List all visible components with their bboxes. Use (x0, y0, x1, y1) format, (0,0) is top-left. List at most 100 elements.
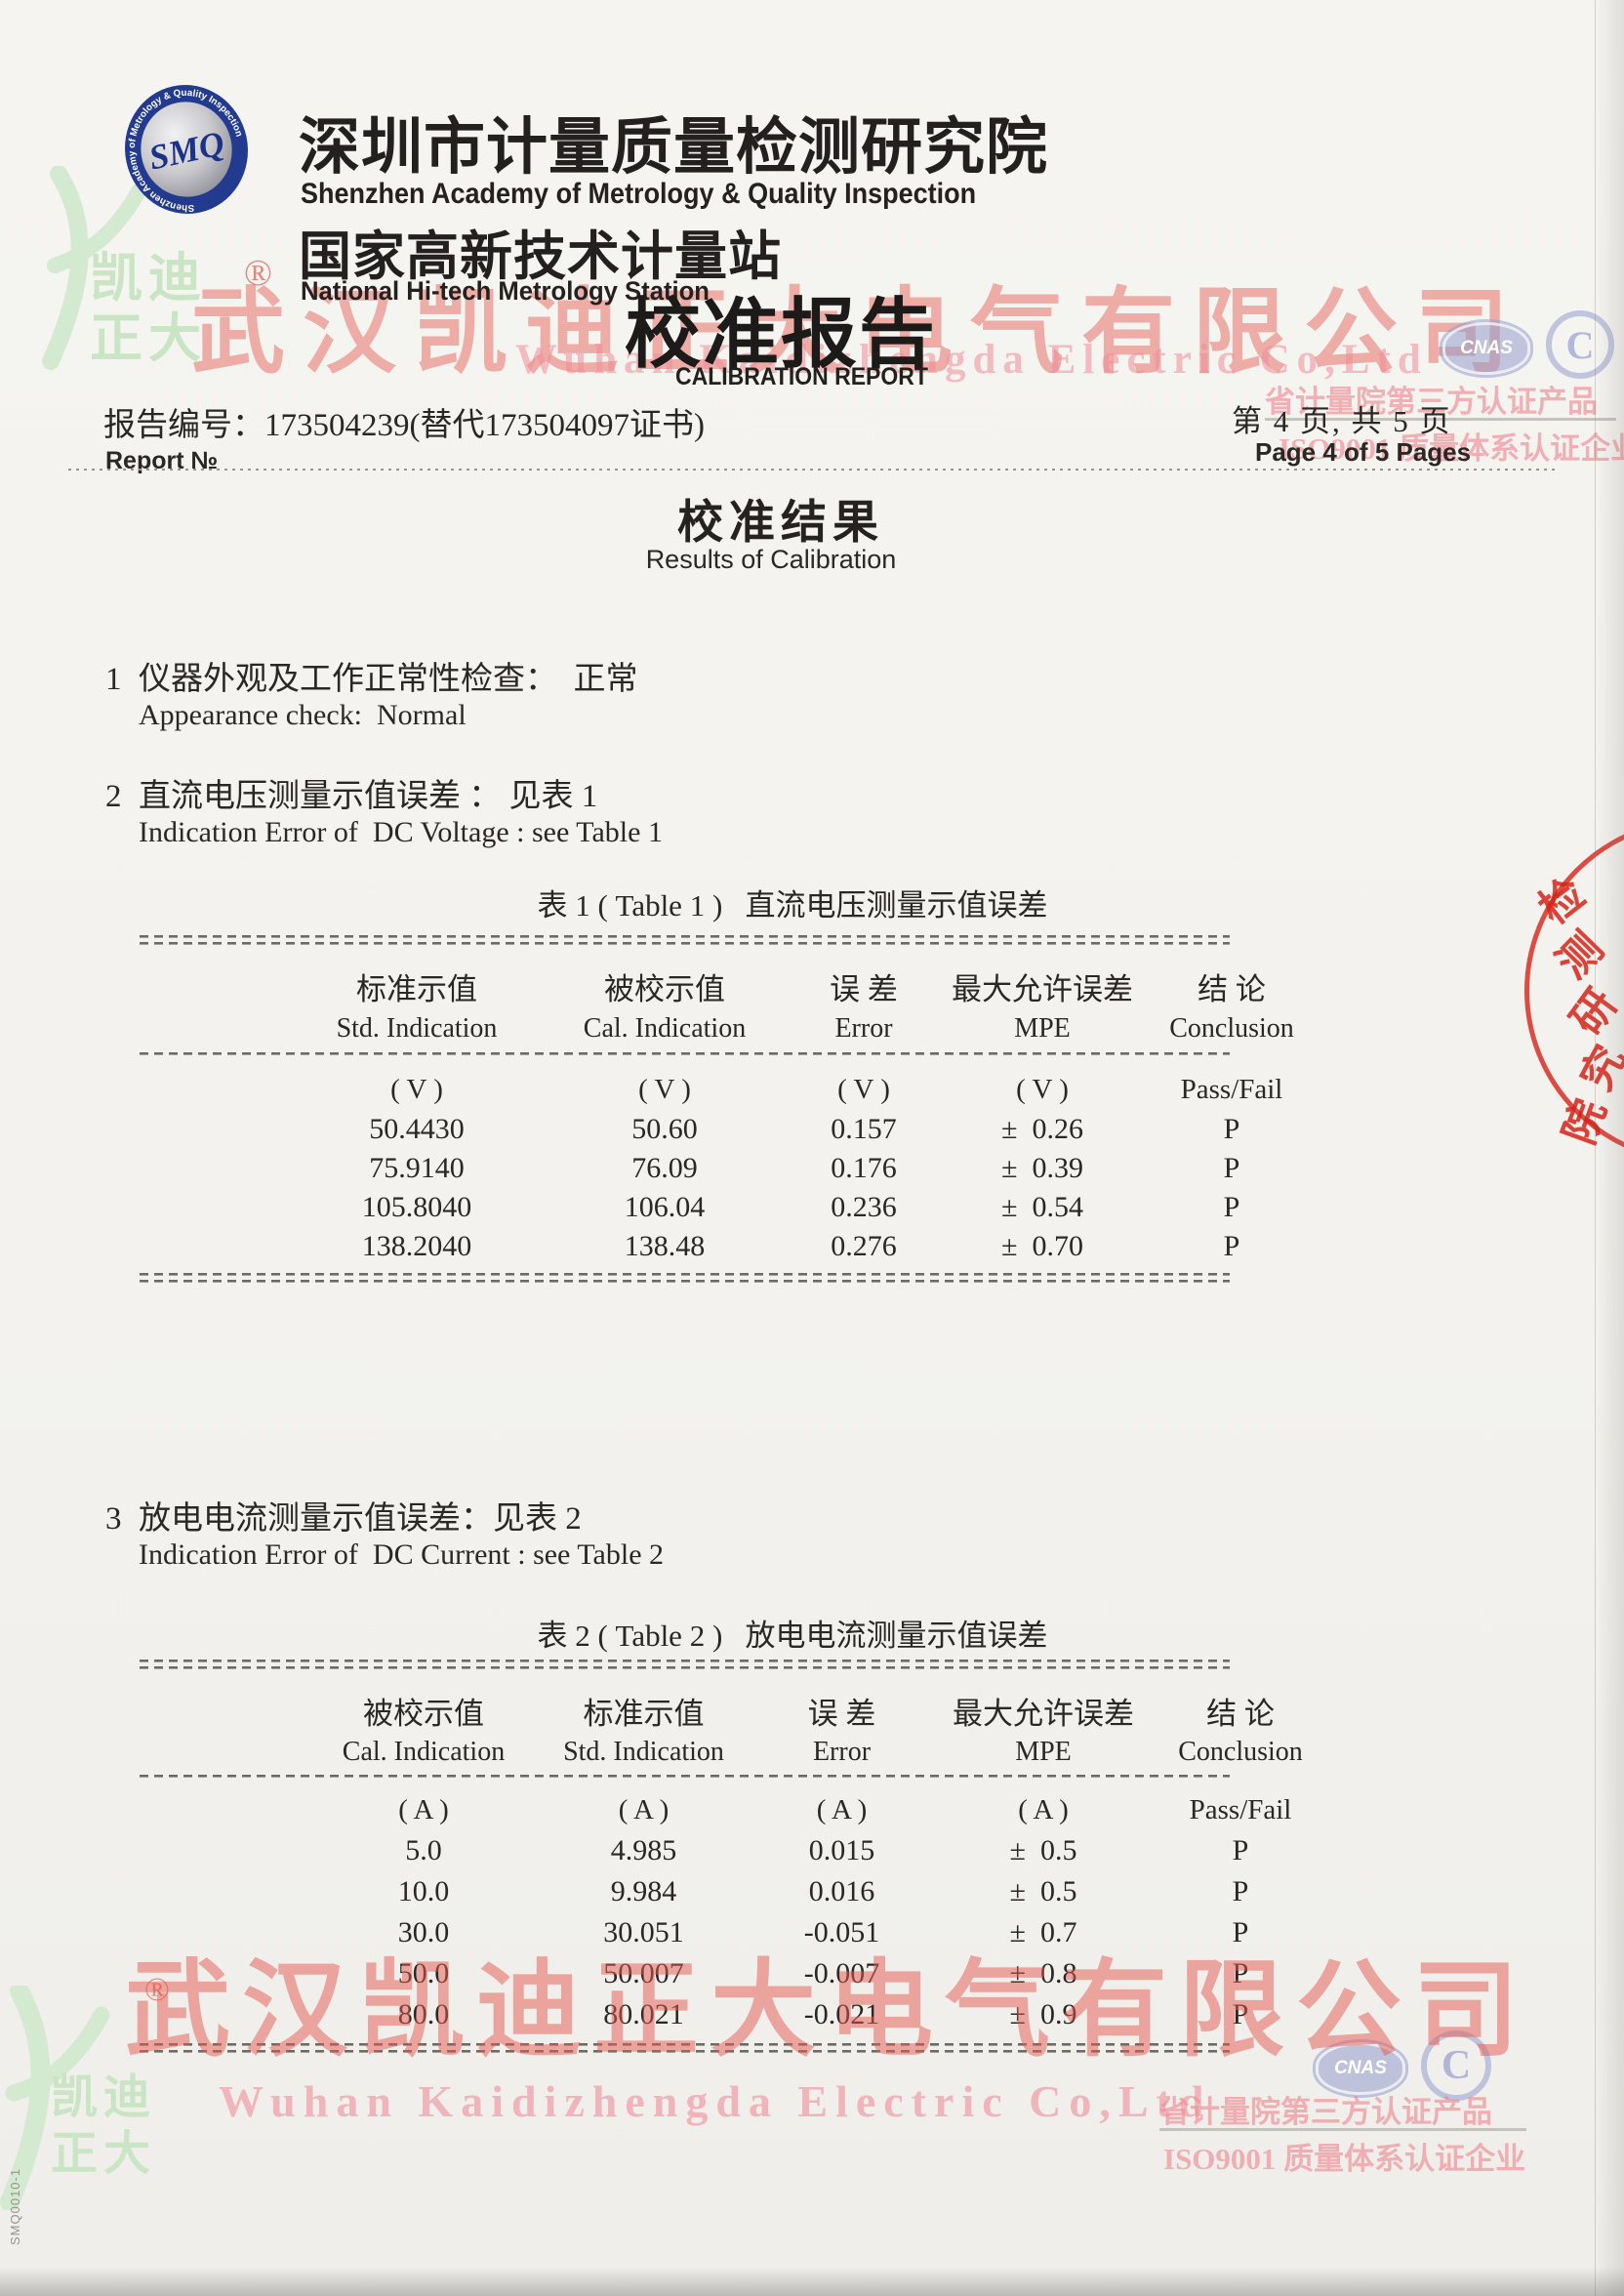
table1-header-rule (140, 1052, 1230, 1055)
column-header-cn: 最大允许误差 (953, 1697, 1134, 1731)
cnas-logo-icon: CNAS (1442, 322, 1530, 375)
column-header-en: MPE (1014, 1013, 1071, 1044)
conclusion-cell: P (1232, 1957, 1249, 1989)
column-header-en: Error (812, 1737, 872, 1767)
form-code: SMQ0010-1 (8, 2167, 22, 2245)
unit-cell: ( A ) (398, 1793, 449, 1825)
std-indication-cell: 50.4430 (369, 1113, 465, 1145)
error-cell: -0.007 (803, 1957, 880, 1989)
item-3-text-cn: 放电电流测量示值误差：见表 2 (139, 1501, 582, 1537)
error-cell: -0.051 (803, 1916, 880, 1948)
cert-text-line2-top: ISO9001 质量体系认证企业 (1279, 431, 1624, 466)
std-indication-cell: 50.007 (603, 1957, 684, 1989)
error-cell: -0.021 (803, 1998, 880, 2030)
section-title-cn: 校准结果 (677, 498, 884, 549)
brand-text-line2: 正大 (51, 2128, 157, 2180)
conclusion-cell: P (1223, 1113, 1240, 1145)
table-row: 5.0 4.985 0.015 ± 0.5 P (140, 1830, 1320, 1871)
std-indication-cell: 80.021 (603, 1998, 684, 2030)
column-header-cn: 结 论 (1198, 972, 1266, 1006)
error-cell: 0.157 (831, 1113, 897, 1145)
column-header-en: Cal. Indication (583, 1013, 747, 1044)
conclusion-cell: P (1232, 1875, 1249, 1907)
std-indication-cell: 30.051 (603, 1916, 684, 1948)
table2-title: 表 2 ( Table 2 ) 放电电流测量示值误差 (537, 1619, 1048, 1653)
column-header-en: Error (834, 1013, 893, 1044)
std-indication-cell: 9.984 (610, 1875, 677, 1907)
unit-cell: ( V ) (837, 1073, 890, 1105)
cal-indication-cell: 10.0 (397, 1875, 450, 1907)
unit-cell: ( A ) (618, 1793, 670, 1825)
column-header-en: Cal. Indication (342, 1737, 506, 1767)
column-header-cn: 最大允许误差 (952, 972, 1133, 1006)
watermark-company-cn-top: 武汉凯迪正大电气有限公司 (191, 280, 1526, 385)
column-header-cn: 被校示值 (604, 972, 725, 1006)
column-header-cn: 误 差 (807, 1697, 876, 1731)
pagination-cn: 第 4 页, 共 5 页 (1232, 404, 1452, 438)
table1: 标准示值 被校示值 误 差 最大允许误差 结 论 Std. Indication Cal.… (140, 935, 1320, 1283)
cal-indication-cell: 76.09 (631, 1152, 698, 1184)
column-header-cn: 被校示值 (363, 1697, 484, 1731)
table-row: 10.0 9.984 0.016 ± 0.5 P (140, 1871, 1320, 1912)
mpe-cell: ± 0.9 (1009, 1998, 1077, 2030)
table1-header-row-cn: 标准示值 被校示值 误 差 最大允许误差 结 论 (140, 964, 1320, 1006)
cert-divider-bottom (1159, 2128, 1526, 2131)
mpe-cell: ± 0.54 (1001, 1191, 1083, 1223)
mpe-cell: ± 0.7 (1009, 1916, 1077, 1948)
conclusion-cell: P (1232, 1834, 1249, 1866)
section-title-en: Results of Calibration (645, 545, 897, 574)
item-1-en: Appearance check: Normal (139, 699, 467, 731)
cal-indication-cell: 30.0 (397, 1916, 450, 1948)
table-row: 30.0 30.051 -0.051 ± 0.7 P (140, 1912, 1320, 1953)
unit-cell: ( A ) (1018, 1793, 1069, 1825)
cert-text-line1-bottom: 省计量院第三方认证产品 (1159, 2095, 1492, 2129)
item-1-cn: 1 仪器外观及工作正常性检查： 正常 (105, 652, 638, 699)
org-name-en: Shenzhen Academy of Metrology & Quality … (301, 178, 977, 210)
item-2-number: 2 (105, 779, 122, 814)
error-cell: 0.236 (831, 1191, 897, 1223)
smq-seal-icon: Shenzhen Academy of Metrology & Quality … (115, 76, 258, 224)
table1-top-rule (140, 935, 1230, 945)
column-header-cn: 误 差 (830, 972, 898, 1006)
conclusion-cell: P (1232, 1916, 1249, 1948)
unit-cell: ( V ) (390, 1073, 443, 1105)
table2-header-row-cn: 被校示值 标准示值 误 差 最大允许误差 结 论 (140, 1689, 1320, 1731)
std-indication-cell: 75.9140 (369, 1152, 465, 1184)
error-cell: 0.015 (808, 1834, 875, 1866)
column-header-cn: 标准示值 (356, 972, 477, 1006)
item-3-en: Indication Error of DC Current : see Tab… (139, 1538, 665, 1571)
cal-indication-cell: 138.48 (624, 1230, 706, 1262)
station-name-en: National Hi-tech Metrology Station (301, 276, 710, 306)
mpe-cell: ± 0.5 (1009, 1875, 1077, 1907)
table1-bottom-rule (140, 1273, 1230, 1283)
report-number-line: 报告编号：173504239(替代173504097证书) (103, 398, 705, 445)
std-indication-cell: 138.2040 (361, 1230, 472, 1262)
table1-title: 表 1 ( Table 1 ) 直流电压测量示值误差 (537, 888, 1048, 922)
table-row: 50.0 50.007 -0.007 ± 0.8 P (140, 1953, 1320, 1994)
conclusion-cell: P (1223, 1230, 1240, 1262)
error-cell: 0.016 (808, 1875, 875, 1907)
mpe-cell: ± 0.26 (1001, 1113, 1083, 1145)
watermark-company-en-top: Wuhan Kaidizhengda Electric Co,Ltd (515, 337, 1428, 383)
table2-header-rule (140, 1775, 1230, 1778)
scan-edge-right (1595, 0, 1624, 2296)
registered-mark-icon: ® (244, 253, 272, 294)
column-header-en: MPE (1015, 1737, 1072, 1767)
brand-figure-icon (0, 1986, 110, 2210)
column-header-en: Conclusion (1178, 1737, 1303, 1767)
ctc-logo-icon: C (1421, 2030, 1491, 2101)
conclusion-cell: P (1223, 1191, 1240, 1223)
item-2-en: Indication Error of DC Voltage : see Tab… (139, 816, 663, 848)
table-row: 50.4430 50.60 0.157 ± 0.26 P (140, 1110, 1320, 1149)
unit-cell: ( A ) (816, 1793, 868, 1825)
cal-indication-cell: 106.04 (624, 1191, 706, 1223)
unit-cell: ( V ) (1016, 1073, 1069, 1105)
table2-top-rule (140, 1660, 1230, 1669)
column-header-cn: 结 论 (1206, 1697, 1275, 1731)
registered-mark-icon: ® (144, 1972, 170, 2008)
cal-indication-cell: 50.60 (631, 1113, 698, 1145)
report-number-label-en: Report № (105, 447, 219, 474)
watermark-company-cn-bottom: 武汉凯迪正大电气有限公司 (125, 1953, 1531, 2070)
column-header-en: Std. Indication (336, 1013, 498, 1044)
